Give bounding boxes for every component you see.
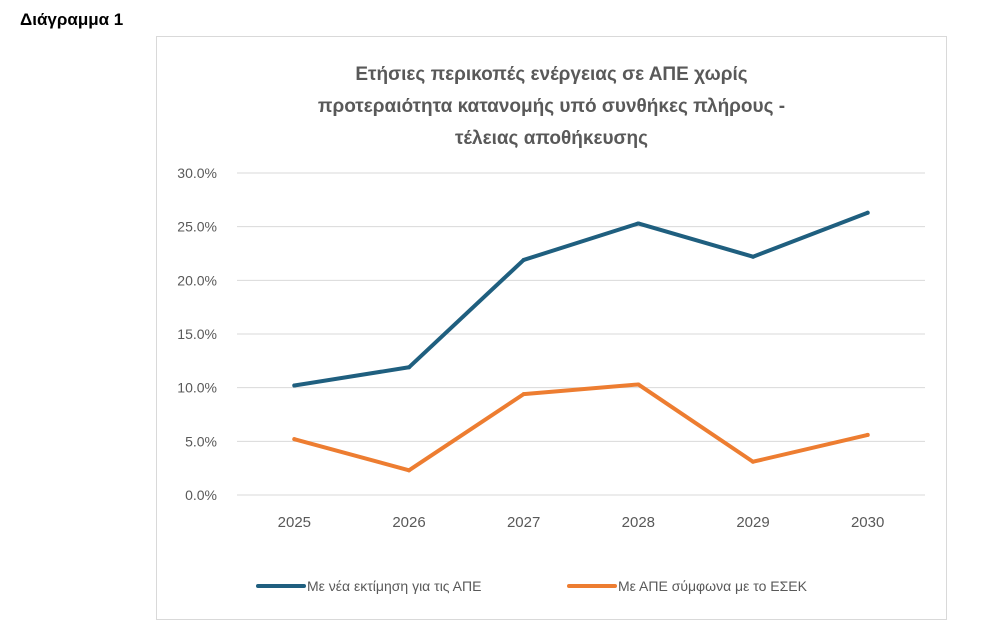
document-heading: Διάγραμμα 1: [20, 10, 124, 29]
legend-label: Με ΑΠΕ σύμφωνα με το ΕΣΕΚ: [618, 578, 808, 594]
data-point: [636, 221, 641, 226]
series-line: [292, 210, 870, 388]
data-point: [292, 437, 297, 442]
x-tick-label: 2027: [507, 514, 540, 531]
line-chart: 0.0% 5.0% 10.0% 15.0% 20.0% 25.0% 30.0% 2025 202…: [177, 165, 925, 594]
data-point: [865, 210, 870, 215]
series-lines: [292, 210, 870, 473]
x-tick-label: 2028: [622, 514, 655, 531]
data-point: [636, 382, 641, 387]
data-point: [407, 468, 411, 473]
x-tick-label: 2025: [278, 514, 311, 531]
x-tick-label: 2026: [392, 514, 425, 531]
y-tick-label: 15.0%: [177, 326, 217, 342]
series-line: [292, 382, 870, 473]
legend: Με νέα εκτίμηση για τις ΑΠΕ Με ΑΠΕ σύμφων…: [256, 578, 808, 594]
data-point: [292, 383, 297, 388]
data-point: [751, 254, 755, 259]
chart-container: Ετήσιες περικοπές ενέργειας σε ΑΠΕ χωρίς…: [156, 36, 947, 620]
y-tick-label: 5.0%: [185, 433, 217, 449]
chart-title-line: Ετήσιες περικοπές ενέργειας σε ΑΠΕ χωρίς: [355, 64, 748, 85]
chart-title-line: τέλειας αποθήκευσης: [454, 128, 649, 149]
x-tick-label: 2030: [851, 514, 884, 531]
x-tick-label: 2029: [736, 514, 769, 531]
y-tick-label: 30.0%: [177, 165, 217, 181]
legend-label: Με νέα εκτίμηση για τις ΑΠΕ: [307, 578, 481, 594]
data-point: [865, 432, 870, 437]
data-point: [751, 459, 755, 464]
data-point: [521, 257, 526, 262]
chart-title: Ετήσιες περικοπές ενέργειας σε ΑΠΕ χωρίς…: [157, 59, 946, 155]
data-point: [521, 392, 526, 397]
y-tick-label: 10.0%: [177, 380, 217, 396]
y-tick-label: 20.0%: [177, 272, 217, 288]
y-tick-label: 25.0%: [177, 219, 217, 235]
chart-title-line: προτεραιότητα κατανομής υπό συνθήκες πλή…: [317, 96, 786, 117]
y-tick-label: 0.0%: [185, 487, 217, 503]
gridlines: [237, 172, 925, 496]
data-point: [407, 365, 411, 370]
axis-labels: 0.0% 5.0% 10.0% 15.0% 20.0% 25.0% 30.0% 2025 202…: [177, 165, 884, 531]
